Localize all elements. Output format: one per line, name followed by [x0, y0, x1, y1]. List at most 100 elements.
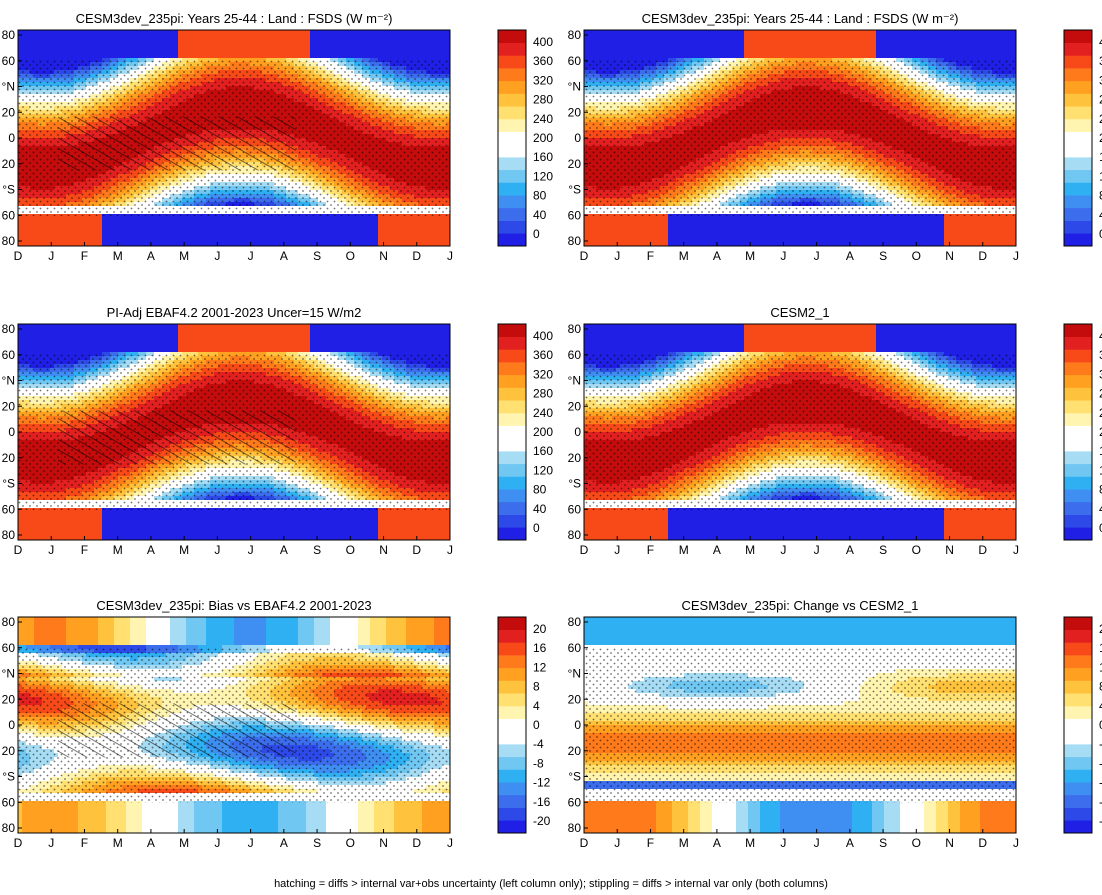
heatmap-cell — [302, 34, 306, 38]
heatmap-cell — [178, 42, 182, 46]
heatmap-cell — [286, 34, 290, 38]
heatmap-cell — [426, 42, 430, 46]
heatmap-cell — [150, 34, 154, 38]
heatmap-cell — [202, 46, 206, 50]
heatmap-cell — [26, 50, 30, 54]
heatmap-cell — [190, 50, 194, 54]
heatmap-cell — [378, 42, 382, 46]
heatmap-cell — [146, 42, 150, 46]
heatmap-cell — [282, 42, 286, 46]
heatmap-cell — [102, 54, 106, 58]
heatmap-cell — [298, 34, 302, 38]
heatmap-cell — [138, 50, 142, 54]
heatmap-cell — [318, 38, 322, 42]
heatmap-cell — [78, 38, 82, 42]
heatmap-cell — [130, 46, 134, 50]
heatmap-cell — [430, 34, 434, 38]
heatmap-cell — [122, 34, 126, 38]
heatmap-cell — [162, 54, 166, 58]
heatmap-cell — [382, 42, 386, 46]
heatmap-cell — [402, 38, 406, 42]
heatmap-cell — [238, 42, 242, 46]
heatmap-cell — [350, 42, 354, 46]
heatmap-cell — [370, 30, 374, 34]
heatmap-cell — [270, 34, 274, 38]
heatmap-cell — [234, 38, 238, 42]
heatmap-cell — [58, 42, 62, 46]
heatmap-cell — [234, 50, 238, 54]
heatmap-cell — [90, 46, 94, 50]
heatmap-cell — [294, 50, 298, 54]
heatmap-cell — [274, 54, 278, 58]
heatmap-cell — [214, 38, 218, 42]
heatmap-cell — [398, 42, 402, 46]
heatmap-cell — [170, 42, 174, 46]
heatmap-cell — [82, 50, 86, 54]
heatmap-cell — [294, 38, 298, 42]
heatmap-cell — [74, 46, 78, 50]
heatmap-cell — [130, 54, 134, 58]
heatmap-cell — [298, 54, 302, 58]
heatmap-cell — [162, 30, 166, 34]
heatmap-cell — [370, 42, 374, 46]
heatmap-cell — [438, 30, 442, 34]
heatmap-cell — [374, 38, 378, 42]
heatmap-cell — [198, 46, 202, 50]
heatmap-cell — [282, 50, 286, 54]
heatmap-cell — [278, 50, 282, 54]
heatmap-cell — [266, 50, 270, 54]
heatmap-cell — [166, 46, 170, 50]
heatmap-cell — [186, 34, 190, 38]
heatmap-cell — [150, 30, 154, 34]
heatmap-cell — [34, 34, 38, 38]
heatmap-cell — [206, 42, 210, 46]
heatmap-cell — [30, 30, 34, 34]
heatmap-cell — [194, 54, 198, 58]
heatmap-cell — [126, 50, 130, 54]
heatmap-cell — [154, 50, 158, 54]
heatmap-cell — [282, 46, 286, 50]
heatmap-cell — [178, 50, 182, 54]
heatmap-cell — [254, 30, 258, 34]
heatmap-cell — [410, 38, 414, 42]
heatmap-cell — [58, 34, 62, 38]
heatmap-cell — [390, 50, 394, 54]
heatmap-cell — [66, 50, 70, 54]
heatmap-cell — [390, 30, 394, 34]
heatmap-cell — [442, 50, 446, 54]
heatmap-cell — [314, 38, 318, 42]
heatmap-cell — [310, 54, 314, 58]
heatmap-cell — [406, 38, 410, 42]
heatmap-cell — [270, 54, 274, 58]
heatmap-cell — [422, 42, 426, 46]
heatmap-cell — [390, 34, 394, 38]
heatmap-cell — [350, 30, 354, 34]
heatmap-cell — [34, 42, 38, 46]
heatmap-cell — [234, 46, 238, 50]
heatmap-cell — [378, 54, 382, 58]
heatmap-cell — [222, 42, 226, 46]
heatmap-cell — [326, 50, 330, 54]
heatmap-cell — [46, 46, 50, 50]
heatmap-cell — [346, 42, 350, 46]
heatmap-cell — [130, 34, 134, 38]
heatmap-cell — [102, 34, 106, 38]
heatmap-cell — [50, 42, 54, 46]
heatmap-cell — [42, 34, 46, 38]
heatmap-cell — [290, 30, 294, 34]
heatmap-cell — [290, 50, 294, 54]
heatmap-cell — [134, 42, 138, 46]
heatmap-cell — [350, 34, 354, 38]
heatmap-cell — [282, 30, 286, 34]
heatmap-cell — [306, 46, 310, 50]
heatmap-cell — [274, 34, 278, 38]
heatmap-cell — [402, 46, 406, 50]
heatmap-cell — [294, 34, 298, 38]
heatmap-cell — [110, 46, 114, 50]
heatmap-cell — [334, 50, 338, 54]
heatmap-cell — [298, 42, 302, 46]
heatmap-cell — [142, 46, 146, 50]
heatmap-cell — [42, 50, 46, 54]
heatmap-cell — [206, 30, 210, 34]
heatmap-cell — [338, 50, 342, 54]
